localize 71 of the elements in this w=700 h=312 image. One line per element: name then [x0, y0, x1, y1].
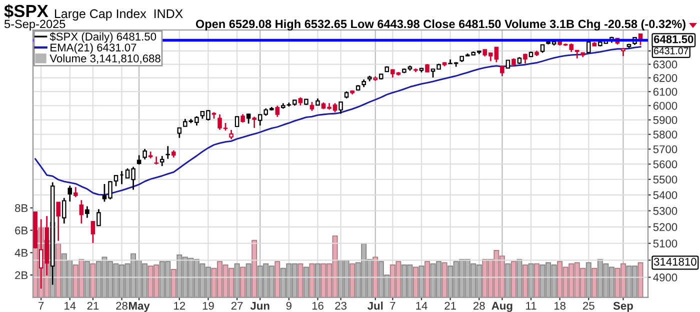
x-tick-label: 14: [64, 302, 76, 310]
candlestick: [85, 206, 90, 219]
x-tick-label: 9: [286, 302, 292, 310]
y-tick-label: 5800: [653, 130, 678, 138]
x-tick-label: Jul: [368, 302, 383, 310]
candlestick: [79, 199, 84, 224]
annotation: Open 6529.08 High 6532.65 Low 6443.98 Close 6481.50 Volume 3.1B Chg -20.58 (-0.32%): [196, 19, 686, 31]
y-tick-label: 6200: [653, 74, 678, 82]
x-tick-label: 12: [174, 302, 186, 310]
legend-label: EMA(21) 6431.07: [50, 43, 136, 54]
y-tick-label: 5600: [653, 160, 678, 168]
x-tick-label: 16: [312, 302, 324, 310]
candlestick: [62, 197, 66, 224]
y2-tick-label: 2B: [15, 271, 28, 280]
candlestick: [160, 155, 164, 167]
candlestick: [234, 116, 240, 128]
candlestick: [177, 127, 182, 139]
legend-label: $SPX (Daily) 6481.50: [50, 32, 156, 43]
text: 6431.07: [654, 47, 688, 54]
x-tick-label: 21: [87, 302, 99, 310]
x-tick-label: 21: [444, 302, 456, 310]
y-tick-label: 6100: [653, 88, 678, 96]
y-tick-label: 4900: [653, 274, 678, 282]
x-tick-label: 27: [231, 302, 243, 310]
y-tick-label: 5400: [653, 191, 678, 200]
candlestick: [246, 113, 251, 124]
y-tick-label: 6300: [653, 60, 678, 68]
candlestick: [229, 129, 234, 140]
candlestick: [338, 100, 343, 114]
candlestick: [74, 186, 78, 198]
legend-label: Volume 3,141,810,688: [50, 54, 160, 64]
annotation: 5-Sep-2025: [4, 20, 66, 30]
x-tick-label: 28: [116, 302, 128, 310]
candlestick: [166, 145, 170, 160]
candlestick: [142, 148, 147, 160]
x-tick-label: 7: [390, 302, 396, 310]
y-tick-label: 5700: [653, 145, 678, 154]
text: 3141810: [654, 258, 696, 266]
candlestick: [500, 65, 504, 77]
candlestick: [523, 53, 528, 64]
candlestick: [136, 154, 142, 166]
x-tick-label: 18: [554, 302, 566, 310]
x-tick-label: 28: [474, 302, 485, 310]
candlestick: [68, 185, 72, 202]
x-tick-label: 23: [335, 302, 346, 310]
candlestick: [154, 156, 158, 166]
x-tick-label: 11: [526, 302, 536, 310]
candlestick: [96, 208, 101, 226]
y-tick-label: 5500: [653, 176, 678, 184]
y-tick-label: 5200: [653, 223, 678, 232]
y2-tick-label: 6B: [15, 226, 28, 234]
ref-line-label: 6481.50: [654, 35, 694, 44]
chart-title: $SPX: [4, 4, 48, 18]
x-tick-label: Jun: [250, 302, 270, 310]
y-tick-label: 5100: [653, 240, 678, 248]
y2-tick-label: 4B: [14, 249, 28, 257]
x-tick-label: Aug: [492, 302, 512, 312]
x-tick-label: May: [128, 302, 150, 312]
y-tick-label: 6000: [653, 102, 678, 110]
candlestick: [56, 202, 60, 242]
y-tick-label: 5300: [653, 207, 678, 215]
candlestick: [90, 220, 96, 244]
candlestick: [275, 104, 280, 118]
y-tick-label: 5900: [653, 116, 678, 124]
x-tick-label: 7: [38, 302, 44, 310]
y2-tick-label: 8B: [15, 204, 28, 212]
x-tick-label: 25: [583, 302, 594, 310]
x-tick-label: Sep: [613, 302, 633, 312]
chart-subtitle: Large Cap Index INDX: [54, 8, 183, 21]
x-tick-label: 19: [202, 302, 214, 310]
x-tick-label: 14: [416, 302, 428, 310]
